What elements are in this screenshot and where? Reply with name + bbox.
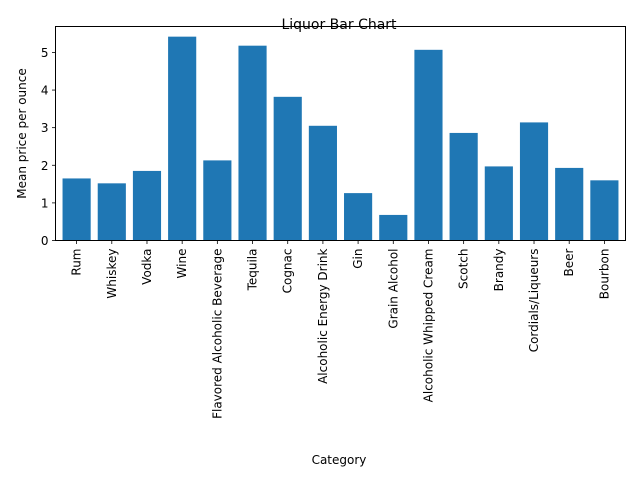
x-tick-label: Whiskey — [105, 249, 119, 299]
y-tick-label: 5 — [41, 46, 49, 60]
bar-alcoholic-whipped-cream — [414, 49, 443, 241]
y-tick-label: 0 — [41, 234, 49, 248]
y-tick-label: 1 — [41, 196, 49, 210]
y-axis-ticks: 0 1 2 3 4 5 — [41, 46, 56, 248]
y-tick-label: 2 — [41, 159, 49, 173]
bar-whiskey — [97, 183, 126, 241]
bar-rum — [62, 178, 91, 241]
x-tick-label: Wine — [175, 249, 189, 279]
bar-flavored-alcoholic-beverage — [203, 160, 232, 241]
x-tick-label: Alcoholic Whipped Cream — [421, 249, 435, 403]
x-tick-label: Scotch — [457, 249, 471, 289]
x-tick-label: Cordials/Liqueurs — [527, 249, 541, 353]
x-axis-ticks: Rum Whiskey Vodka Wine Flavored Alcoholic Be… — [70, 240, 611, 419]
x-tick-label: Flavored Alcoholic Beverage — [210, 249, 224, 419]
bar-bourbon — [590, 180, 619, 241]
x-tick-label: Beer — [562, 248, 576, 276]
chart-title: Liquor Bar Chart — [281, 17, 397, 33]
x-tick-label: Grain Alcohol — [386, 249, 400, 329]
y-tick-label: 4 — [41, 84, 49, 98]
bar-wine — [168, 36, 197, 241]
x-tick-label: Vodka — [140, 249, 154, 285]
bar-cordials-liqueurs — [519, 122, 549, 241]
bar-vodka — [132, 170, 162, 241]
x-tick-label: Brandy — [492, 249, 506, 292]
bar-cognac — [273, 96, 302, 241]
x-tick-label: Rum — [70, 249, 84, 276]
x-axis-label: Category — [312, 453, 367, 467]
bar-beer — [555, 167, 584, 241]
plot-frame — [55, 26, 626, 241]
bars-group — [62, 36, 619, 241]
x-tick-label: Tequila — [246, 249, 260, 292]
y-tick-label: 3 — [41, 121, 49, 135]
bar-tequila — [238, 45, 267, 241]
x-tick-label: Gin — [351, 249, 365, 269]
x-tick-label: Bourbon — [597, 249, 611, 300]
bar-gin — [344, 193, 373, 241]
bar-alcoholic-energy-drink — [308, 125, 337, 241]
y-axis-label: Mean price per ounce — [15, 68, 29, 198]
bar-grain-alcohol — [379, 214, 408, 241]
bar-scotch — [449, 132, 478, 241]
x-tick-label: Cognac — [281, 249, 295, 294]
x-tick-label: Alcoholic Energy Drink — [316, 248, 330, 383]
bar-brandy — [484, 166, 513, 241]
